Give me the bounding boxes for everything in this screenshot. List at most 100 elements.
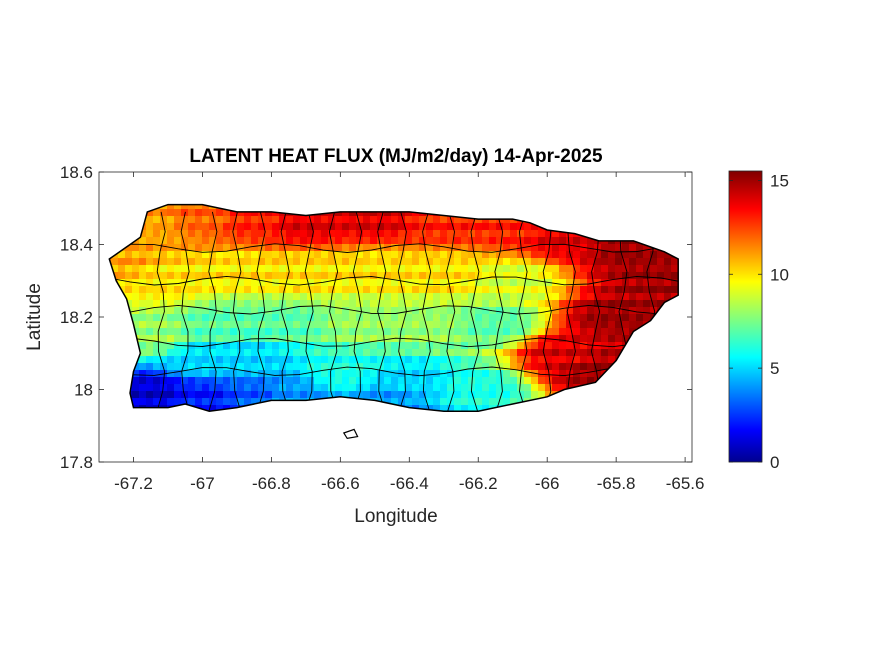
- heat-cell: [601, 244, 609, 252]
- heat-cell: [174, 307, 182, 315]
- heat-cell: [461, 384, 469, 392]
- heat-cell: [300, 272, 308, 280]
- heat-cell: [538, 356, 546, 364]
- heat-cell: [468, 307, 476, 315]
- heat-cell: [139, 384, 147, 392]
- heat-cell: [608, 258, 616, 266]
- heat-cell: [664, 272, 672, 280]
- heat-cell: [412, 363, 420, 371]
- heat-cell: [314, 321, 322, 329]
- heat-cell: [657, 300, 665, 308]
- heat-cell: [209, 230, 217, 238]
- heat-cell: [230, 244, 238, 252]
- heat-cell: [587, 265, 595, 273]
- heat-cell: [216, 230, 224, 238]
- heat-cell: [118, 258, 126, 266]
- heat-cell: [202, 349, 210, 357]
- heat-cell: [237, 335, 245, 343]
- heat-cell: [559, 258, 567, 266]
- heat-cell: [398, 293, 406, 301]
- heat-cell: [391, 398, 399, 406]
- heat-cell: [391, 314, 399, 322]
- heat-cell: [657, 258, 665, 266]
- heat-cell: [370, 216, 378, 224]
- heat-cell: [321, 258, 329, 266]
- heat-cell: [230, 398, 238, 406]
- heat-cell: [174, 293, 182, 301]
- heat-cell: [307, 349, 315, 357]
- heat-cell: [412, 370, 420, 378]
- heat-cell: [139, 258, 147, 266]
- heat-cell: [426, 293, 434, 301]
- heat-cell: [237, 356, 245, 364]
- heat-cell: [559, 328, 567, 336]
- heat-cell: [216, 314, 224, 322]
- heat-cell: [153, 272, 161, 280]
- heat-cell: [517, 230, 525, 238]
- heat-cell: [538, 258, 546, 266]
- heat-cell: [160, 286, 168, 294]
- heat-cell: [300, 307, 308, 315]
- heat-cell: [363, 349, 371, 357]
- heat-cell: [524, 370, 532, 378]
- heat-cell: [531, 356, 539, 364]
- heat-cell: [587, 335, 595, 343]
- heat-cell: [237, 300, 245, 308]
- heat-cell: [601, 307, 609, 315]
- heat-cell: [545, 342, 553, 350]
- heat-cell: [370, 370, 378, 378]
- heat-cell: [412, 230, 420, 238]
- heat-cell: [139, 356, 147, 364]
- heat-cell: [594, 314, 602, 322]
- heat-cell: [503, 272, 511, 280]
- heat-cell: [139, 370, 147, 378]
- heat-cell: [391, 328, 399, 336]
- heat-cell: [223, 300, 231, 308]
- heat-cell: [552, 314, 560, 322]
- heat-cell: [216, 342, 224, 350]
- heat-cell: [167, 356, 175, 364]
- heat-cell: [636, 300, 644, 308]
- heat-cell: [559, 230, 567, 238]
- heat-cell: [419, 265, 427, 273]
- heat-cell: [573, 349, 581, 357]
- heat-cell: [181, 300, 189, 308]
- y-tick-label: 18.2: [60, 308, 93, 327]
- heat-cell: [146, 335, 154, 343]
- heat-cell: [153, 251, 161, 259]
- heat-cell: [643, 300, 651, 308]
- heat-cell: [244, 258, 252, 266]
- heat-cell: [510, 307, 518, 315]
- heat-cell: [482, 293, 490, 301]
- heat-cell: [307, 272, 315, 280]
- heat-cell: [167, 204, 175, 210]
- heat-cell: [475, 349, 483, 357]
- heat-cell: [503, 342, 511, 350]
- heat-cell: [433, 293, 441, 301]
- heat-cell: [510, 391, 518, 399]
- heat-cell: [475, 251, 483, 259]
- heat-cell: [384, 272, 392, 280]
- heat-cell: [195, 300, 203, 308]
- heat-cell: [146, 286, 154, 294]
- heat-cell: [440, 244, 448, 252]
- heat-cell: [496, 370, 504, 378]
- heat-cell: [531, 377, 539, 385]
- heat-cell: [461, 335, 469, 343]
- heat-cell: [573, 328, 581, 336]
- heat-cell: [167, 272, 175, 280]
- heat-cell: [461, 258, 469, 266]
- heat-cell: [188, 356, 196, 364]
- heat-cell: [447, 377, 455, 385]
- heat-cell: [377, 209, 385, 217]
- heat-cell: [153, 314, 161, 322]
- heat-cell: [489, 398, 497, 406]
- heat-cell: [587, 363, 595, 371]
- heat-cell: [251, 258, 259, 266]
- heat-cell: [440, 356, 448, 364]
- heat-cell: [545, 314, 553, 322]
- heat-cell: [258, 384, 266, 392]
- heat-cell: [391, 293, 399, 301]
- heat-cell: [482, 286, 490, 294]
- heat-cell: [398, 384, 406, 392]
